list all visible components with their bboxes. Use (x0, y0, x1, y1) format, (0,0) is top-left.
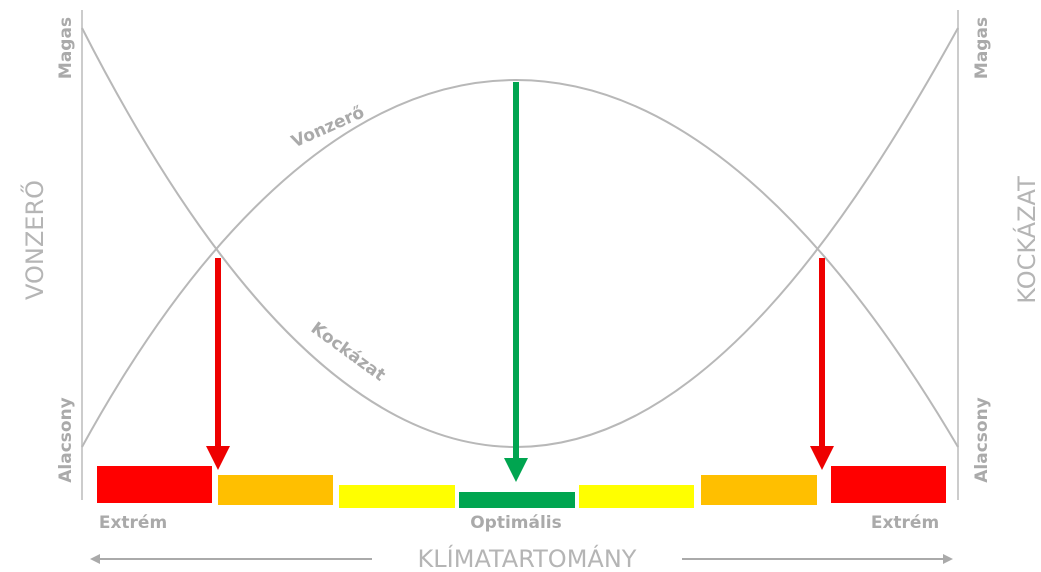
arrow-head (504, 458, 528, 482)
zone-bar (579, 485, 694, 508)
zone-bar (701, 475, 817, 505)
arrow-head (206, 446, 230, 470)
bottom-right: Extrém (871, 513, 939, 533)
risk-label: Kockázat (307, 318, 389, 385)
right-title: KOCKÁZAT (1012, 176, 1041, 304)
zone-bar (459, 492, 575, 508)
zone-bar (97, 466, 212, 503)
left-high: Magas (56, 17, 76, 79)
right-low: Alacsony (972, 397, 992, 483)
left-low: Alacsony (56, 397, 76, 483)
attraction-curve (81, 78, 959, 448)
zone-bar (218, 475, 333, 505)
zone-bar (339, 485, 455, 508)
bottom-center: Optimális (470, 513, 562, 533)
right-high: Magas (972, 17, 992, 79)
left-title: VONZERŐ (19, 180, 49, 300)
zone-bar (831, 466, 946, 503)
bottom-left: Extrém (99, 513, 167, 533)
arrow-head (810, 446, 834, 470)
bottom-title: KLÍMATARTOMÁNY (418, 544, 637, 572)
risk-curve (81, 27, 959, 449)
